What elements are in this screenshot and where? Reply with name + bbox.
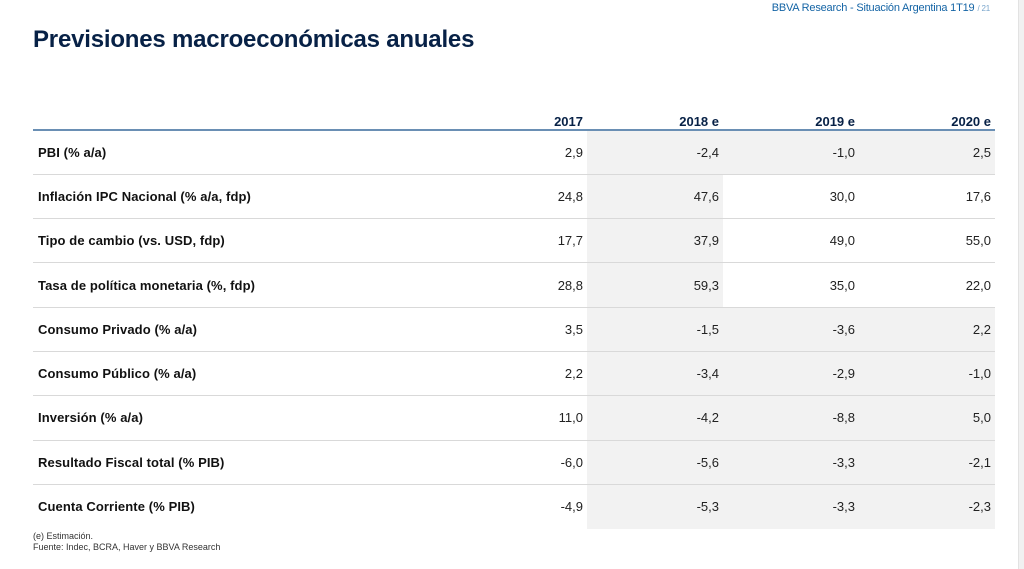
cell-2020: 5,0 — [859, 395, 995, 441]
table-row: Consumo Público (% a/a) 2,2 -3,4 -2,9 -1… — [33, 351, 995, 397]
table-row: PBI (% a/a) 2,9 -2,4 -1,0 2,5 — [33, 130, 995, 175]
right-edge-strip — [1018, 0, 1024, 569]
cell-2019: 49,0 — [723, 218, 859, 264]
cell-2020: -2,1 — [859, 440, 995, 485]
cell-2018: -5,3 — [587, 484, 723, 529]
cell-2017: -4,9 — [560, 499, 583, 515]
cell-2017: 24,8 — [487, 174, 587, 220]
column-header-2019: 2019 e — [723, 108, 859, 131]
row-label: Resultado Fiscal total (% PIB) — [33, 440, 487, 485]
table-row: Resultado Fiscal total (% PIB) -6,0 -5,6… — [33, 440, 995, 485]
forecast-table: 2017 2018 e 2019 e 2020 e PBI (% a/a) 2,… — [33, 108, 995, 529]
cell-2020: 22,0 — [859, 262, 995, 308]
cell-2018: 59,3 — [587, 262, 723, 308]
table-row: Consumo Privado (% a/a) 3,5 -1,5 -3,6 2,… — [33, 307, 995, 352]
cell-2017: 3,5 — [487, 307, 587, 352]
table-row: Cuenta Corriente (% PIB) -4,9 -5,3 -3,3 … — [33, 484, 995, 529]
cell-2018: -3,4 — [587, 351, 723, 397]
footnote: (e) Estimación. Fuente: Indec, BCRA, Hav… — [33, 531, 220, 553]
cell-2019: -8,8 — [723, 395, 859, 441]
row-label: Cuenta Corriente (% PIB) — [38, 499, 195, 515]
cell-2018: -5,6 — [587, 440, 723, 485]
cell-2017: 2,2 — [487, 351, 587, 397]
column-header-2017: 2017 — [487, 108, 587, 131]
cell-2020: 2,2 — [859, 307, 995, 352]
cell-2020: -1,0 — [859, 351, 995, 397]
row-label: Tasa de política monetaria (%, fdp) — [33, 262, 487, 308]
cell-2019: -3,6 — [723, 307, 859, 352]
column-header-label — [33, 108, 487, 131]
row-label: PBI (% a/a) — [33, 130, 487, 175]
report-reference-text: BBVA Research - Situación Argentina 1T19 — [771, 2, 975, 14]
page-title: Previsiones macroeconómicas anuales — [33, 26, 475, 53]
footnote-source: Fuente: Indec, BCRA, Haver y BBVA Resear… — [33, 542, 221, 552]
table-row: Inflación IPC Nacional (% a/a, fdp) 24,8… — [33, 174, 995, 220]
cell-2018: 37,9 — [587, 218, 723, 264]
cell-2019: 30,0 — [723, 174, 859, 220]
cell-2017: 11,0 — [487, 395, 587, 441]
cell-2020: 55,0 — [859, 218, 995, 264]
table-row: Inversión (% a/a) 11,0 -4,2 -8,8 5,0 — [33, 395, 995, 441]
row-label: Consumo Privado (% a/a) — [33, 307, 487, 352]
cell-2017: -6,0 — [487, 440, 587, 485]
column-header-2020: 2020 e — [859, 108, 995, 131]
footnote-estimation: (e) Estimación. — [33, 531, 94, 541]
column-header-2018: 2018 e — [587, 108, 723, 131]
table-header-row: 2017 2018 e 2019 e 2020 e — [33, 108, 995, 131]
cell-2018: -4,2 — [587, 395, 723, 441]
cell-2019: 35,0 — [723, 262, 859, 308]
cell-2017: 2,9 — [487, 130, 587, 175]
table-row: Tipo de cambio (vs. USD, fdp) 17,7 37,9 … — [33, 218, 995, 264]
row-label: Consumo Público (% a/a) — [33, 351, 487, 397]
cell-2019: -1,0 — [723, 130, 859, 175]
cell-2018: -2,4 — [587, 130, 723, 175]
row-label: Tipo de cambio (vs. USD, fdp) — [33, 218, 487, 264]
page-number: / 21 — [977, 4, 990, 13]
report-reference: BBVA Research - Situación Argentina 1T19… — [771, 2, 991, 14]
cell-2020: 17,6 — [859, 174, 995, 220]
row-label: Inflación IPC Nacional (% a/a, fdp) — [33, 174, 487, 220]
table-row: Tasa de política monetaria (%, fdp) 28,8… — [33, 262, 995, 308]
cell-2018: -1,5 — [587, 307, 723, 352]
cell-2019: -2,9 — [723, 351, 859, 397]
cell-2018: 47,6 — [587, 174, 723, 220]
cell-2017: 17,7 — [487, 218, 587, 264]
cell-2017: 28,8 — [487, 262, 587, 308]
cell-2020: 2,5 — [859, 130, 995, 175]
cell-2020: -2,3 — [859, 484, 995, 529]
row-label: Inversión (% a/a) — [33, 395, 487, 441]
cell-2019: -3,3 — [723, 440, 859, 485]
cell-2019: -3,3 — [723, 484, 859, 529]
